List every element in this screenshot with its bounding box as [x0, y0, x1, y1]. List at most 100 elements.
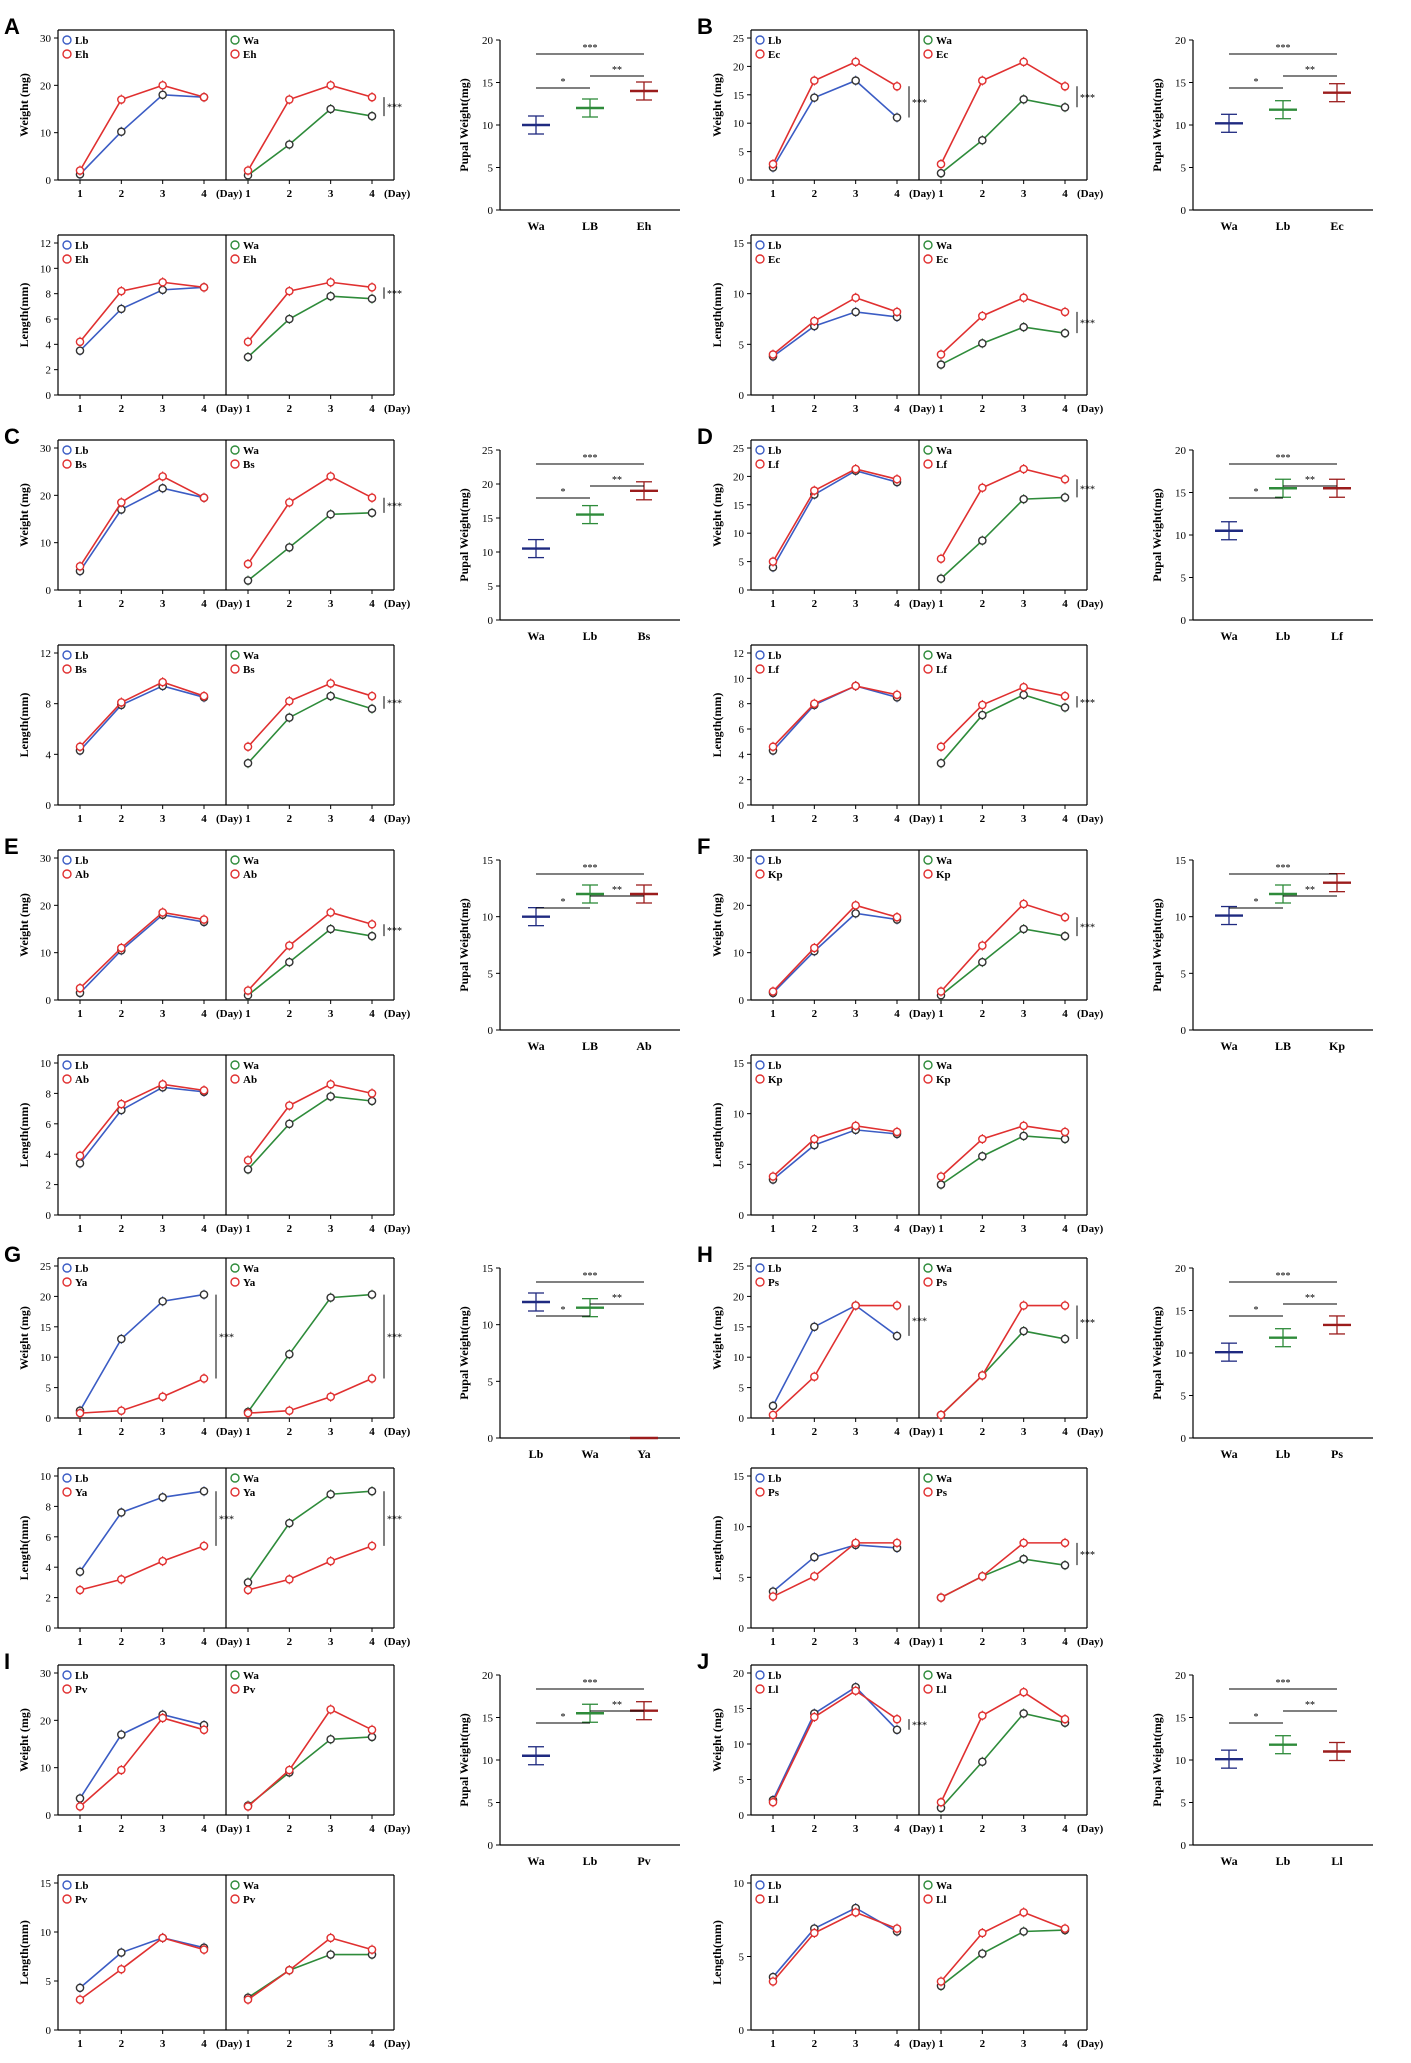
- pupal-y-tick-label: 5: [488, 1376, 494, 1388]
- y-tick-label: 30: [40, 33, 52, 45]
- x-tick-label: 1: [770, 2038, 776, 2050]
- data-point-lb: [851, 909, 860, 918]
- legend-label: Lb: [768, 650, 781, 662]
- x-unit-label: (Day): [909, 403, 936, 415]
- pupal-y-tick-label: 15: [1175, 855, 1187, 867]
- x-tick-label: 3: [328, 598, 334, 610]
- x-unit-label: (Day): [384, 1008, 411, 1020]
- data-point-ll: [768, 1797, 778, 1807]
- data-point-wa: [936, 574, 946, 583]
- series-line-lb: [79, 913, 205, 994]
- data-point-wa: [978, 1151, 987, 1161]
- x-tick-label: 4: [1062, 813, 1068, 825]
- pupal-y-tick-label: 15: [482, 1713, 494, 1725]
- data-point-bs: [158, 472, 167, 481]
- legend-label: Ec: [936, 49, 948, 61]
- data-point-ps: [892, 1301, 902, 1310]
- data-point-wa: [1019, 95, 1028, 104]
- pupal-category-label: Kp: [1329, 1039, 1345, 1053]
- x-tick-label: 4: [369, 598, 375, 610]
- data-point-lf: [1060, 691, 1070, 701]
- x-tick-label: 4: [369, 188, 375, 200]
- pupal-y-tick-label: 5: [488, 581, 494, 593]
- data-point-ya: [117, 1406, 126, 1416]
- x-tick-label: 4: [201, 1426, 207, 1438]
- legend-marker: [923, 49, 933, 59]
- pupal-y-axis-label: Pupal Weight(mg): [457, 1713, 471, 1806]
- legend-label: Lb: [768, 445, 781, 457]
- data-point-wa: [367, 931, 377, 941]
- data-point-lb: [810, 1552, 819, 1562]
- significance-mark: ***: [1080, 1550, 1095, 1561]
- data-point-lb: [75, 1794, 85, 1803]
- x-tick-label: 3: [328, 813, 334, 825]
- x-tick-label: 4: [201, 2038, 207, 2050]
- pupal-y-tick-label: 0: [1181, 615, 1187, 627]
- x-tick-label: 1: [245, 188, 251, 200]
- legend-marker: [923, 1277, 933, 1287]
- x-tick-label: 4: [894, 1223, 900, 1235]
- significance-mark: ***: [1080, 698, 1095, 709]
- x-tick-label: 1: [938, 813, 944, 825]
- legend-label: Kp: [768, 1074, 783, 1086]
- legend-label: Pv: [75, 1894, 88, 1906]
- x-tick-label: 2: [119, 1008, 125, 1020]
- x-tick-label: 1: [77, 1008, 83, 1020]
- legend-label: Wa: [243, 445, 259, 457]
- data-point-ab: [117, 1099, 126, 1109]
- pupal-y-tick-label: 5: [1181, 1391, 1187, 1403]
- y-axis-label: Length(mm): [17, 1920, 31, 1985]
- data-point-bs: [117, 498, 126, 507]
- x-tick-label: 3: [328, 403, 334, 415]
- x-tick-label: 4: [1062, 598, 1068, 610]
- x-unit-label: (Day): [216, 403, 243, 415]
- x-tick-label: 4: [894, 403, 900, 415]
- pupal-significance-mark: **: [1305, 65, 1315, 76]
- x-unit-label: (Day): [384, 188, 411, 200]
- pupal-y-tick-label: 0: [488, 1840, 494, 1852]
- y-tick-label: 0: [46, 800, 52, 812]
- pupal-y-tick-label: 10: [1175, 912, 1187, 924]
- legend-marker: [755, 869, 765, 879]
- data-point-lf: [810, 486, 819, 495]
- series-line-lb: [772, 1907, 898, 1978]
- pupal-significance-mark: ***: [1276, 1271, 1291, 1282]
- x-tick-label: 3: [160, 1823, 166, 1835]
- x-tick-label: 2: [119, 813, 125, 825]
- data-point-ec: [768, 159, 778, 169]
- y-tick-label: 25: [733, 33, 745, 45]
- data-point-wa: [326, 291, 335, 301]
- data-point-wa: [326, 1734, 335, 1744]
- x-tick-label: 4: [201, 1008, 207, 1020]
- x-tick-label: 2: [119, 1823, 125, 1835]
- y-tick-label: 0: [46, 1810, 52, 1822]
- legend-label: Eh: [243, 49, 256, 61]
- data-point-bs: [75, 562, 85, 571]
- data-point-eh: [75, 337, 85, 347]
- series-line-lb: [772, 469, 898, 568]
- legend-label: Eh: [75, 254, 88, 266]
- series-line-ya: [79, 1545, 205, 1591]
- y-tick-label: 10: [40, 1352, 52, 1364]
- data-point-wa: [326, 104, 335, 114]
- legend-label: Wa: [243, 240, 259, 252]
- data-point-ya: [243, 1585, 253, 1595]
- legend-label: Ab: [243, 869, 257, 881]
- legend-marker: [230, 1263, 240, 1273]
- x-tick-label: 3: [853, 188, 859, 200]
- legend-marker: [923, 1894, 933, 1904]
- data-point-eh: [199, 283, 209, 292]
- legend-marker: [62, 1473, 72, 1483]
- x-unit-label: (Day): [1077, 1636, 1104, 1648]
- data-point-wa: [243, 758, 253, 768]
- pupal-y-tick-label: 10: [1175, 1348, 1187, 1360]
- pupal-category-label: Ec: [1330, 219, 1344, 233]
- data-point-bs: [326, 472, 335, 481]
- legend-label: Lb: [75, 445, 88, 457]
- data-point-wa: [367, 1290, 377, 1299]
- pupal-significance-mark: **: [612, 1293, 622, 1304]
- pupal-y-tick-label: 25: [482, 445, 494, 457]
- data-point-wa: [285, 713, 294, 722]
- legend-marker: [755, 1473, 765, 1483]
- legend-label: Lb: [75, 1263, 88, 1275]
